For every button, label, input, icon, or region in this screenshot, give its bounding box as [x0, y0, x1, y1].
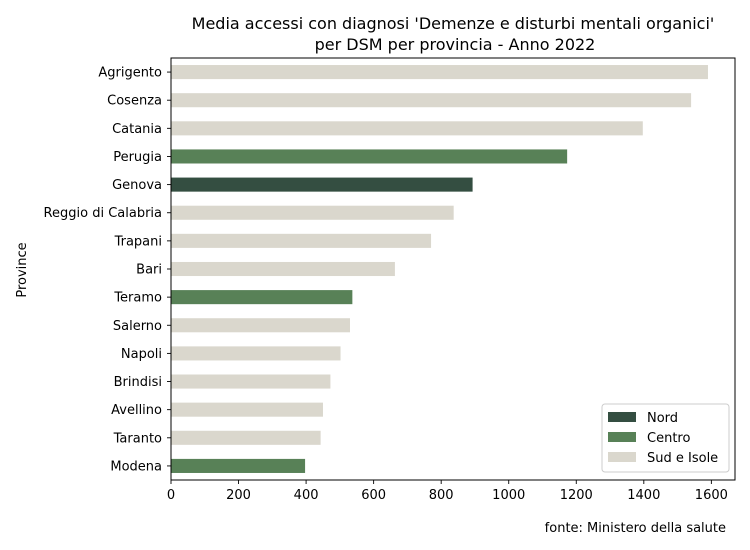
x-tick-label: 400 [294, 488, 319, 503]
legend-swatch [608, 412, 636, 422]
chart-title-line-1: Media accessi con diagnosi 'Demenze e di… [192, 14, 715, 33]
bar [171, 374, 331, 389]
x-tick-label: 0 [167, 488, 175, 503]
y-tick-label: Genova [112, 178, 162, 193]
bar [171, 290, 353, 305]
bar [171, 318, 350, 333]
legend: Nord Centro Sud e Isole [601, 403, 730, 473]
x-tick-label: 1200 [560, 488, 593, 503]
bar [171, 430, 321, 445]
bar [171, 261, 395, 277]
bar [171, 177, 473, 192]
y-tick-label: Brindisi [114, 375, 162, 390]
source-note: fonte: Ministero della salute [545, 521, 726, 536]
x-tick-label: 800 [429, 488, 454, 503]
y-tick-label: Bari [136, 263, 162, 278]
bar [171, 121, 643, 136]
bar [171, 458, 306, 473]
x-tick-label: 1400 [627, 488, 660, 503]
bar [171, 149, 568, 164]
bar [171, 205, 454, 220]
legend-label: Sud e Isole [647, 451, 718, 466]
bar [171, 93, 692, 108]
legend-label: Centro [647, 431, 690, 446]
y-tick-label: Agrigento [98, 66, 162, 81]
y-tick-label: Trapani [114, 234, 162, 249]
legend-label: Nord [647, 411, 678, 426]
y-axis-label: Province [15, 242, 30, 297]
y-tick-label: Reggio di Calabria [44, 206, 162, 221]
x-tick-label: 1000 [492, 488, 525, 503]
x-tick-label: 1600 [695, 488, 728, 503]
y-tick-label: Cosenza [107, 94, 162, 109]
legend-swatch [608, 452, 636, 462]
y-tick-label: Taranto [113, 431, 162, 446]
x-tick-label: 600 [361, 488, 386, 503]
chart-title-line-2: per DSM per provincia - Anno 2022 [315, 35, 596, 54]
y-tick-label: Modena [110, 459, 162, 474]
y-tick-label: Perugia [113, 150, 162, 165]
y-tick-label: Teramo [113, 291, 162, 306]
bar [171, 233, 432, 248]
plot-area: Agrigento Cosenza Catania Perugia Genova Regg… [44, 57, 736, 503]
bar [171, 402, 323, 417]
bar [171, 346, 341, 361]
legend-swatch [608, 432, 636, 442]
y-tick-label: Napoli [121, 347, 162, 362]
y-tick-label: Salerno [113, 319, 162, 334]
x-tick-label: 200 [226, 488, 251, 503]
y-tick-label: Avellino [111, 403, 162, 418]
y-tick-label: Catania [112, 122, 162, 137]
bar [171, 65, 708, 80]
plot-frame [170, 57, 736, 481]
